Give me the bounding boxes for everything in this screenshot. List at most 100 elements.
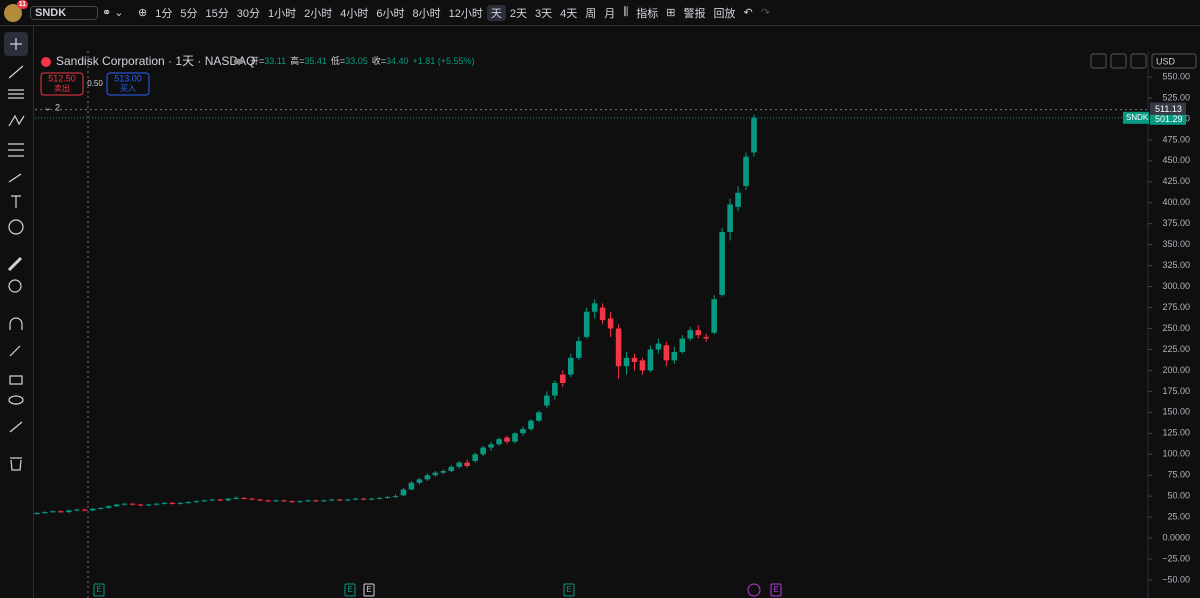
tool-zoom[interactable]	[8, 279, 22, 293]
tool-ruler[interactable]	[7, 256, 23, 272]
y-tick-label: 225.00	[1162, 344, 1190, 354]
candle-body	[536, 412, 542, 421]
candle-body	[448, 466, 455, 472]
tool-fib[interactable]	[8, 89, 24, 99]
y-tick-label: 300.00	[1162, 281, 1190, 291]
candle-body	[121, 503, 128, 505]
candle-body	[560, 374, 566, 383]
interval[interactable]: 5分	[180, 7, 198, 20]
candle-body	[137, 504, 144, 506]
candle-body	[631, 357, 638, 363]
compare[interactable]: ⚭ ⌄	[102, 7, 124, 19]
interval[interactable]: 6小时	[376, 7, 405, 20]
candle-body	[209, 499, 216, 501]
y-tick-label: 250.00	[1162, 323, 1190, 333]
top-toolbar: 11 SNDK ⚭ ⌄ ⊕ 1分 5分 15分 30分 1小时 2小时 4小时 6小时 8小时 1…	[0, 0, 1200, 26]
interval[interactable]: 4天	[560, 7, 578, 20]
candle-body	[623, 357, 630, 367]
interval[interactable]: 8小时	[412, 7, 441, 20]
interval[interactable]: 2天	[509, 7, 527, 20]
legend-low-label: 低=	[331, 55, 345, 66]
last-price-label: 501.29	[1155, 114, 1183, 124]
tool-lock-draw[interactable]	[9, 345, 21, 357]
chart-style[interactable]: ⫼	[623, 6, 629, 18]
candle-body	[583, 311, 590, 337]
candle-body	[161, 502, 168, 504]
candle-body	[74, 509, 80, 511]
indicators[interactable]: 指标	[636, 7, 659, 20]
candle-body	[408, 482, 415, 490]
tool-text[interactable]	[11, 195, 21, 208]
layouts[interactable]: ⊞	[666, 7, 676, 19]
candle-body	[257, 499, 263, 501]
scroll-up	[1090, 53, 1107, 69]
candle-body	[34, 512, 40, 514]
y-tick-label: 0.0000	[1162, 532, 1190, 542]
tool-lock[interactable]	[9, 375, 23, 385]
candle-body	[352, 498, 359, 500]
event-label: E	[773, 585, 778, 594]
event-label: E	[96, 585, 101, 594]
tool-pattern[interactable]	[8, 114, 25, 127]
interval[interactable]: 1小时	[267, 7, 297, 20]
currency-box	[1151, 53, 1197, 69]
candle-body	[751, 117, 757, 153]
candle-body	[512, 433, 518, 442]
candle-body	[520, 429, 526, 434]
interval[interactable]: 12小时	[448, 7, 483, 20]
tool-emoji[interactable]	[8, 219, 24, 235]
interval[interactable]: 天	[486, 4, 506, 21]
interval[interactable]: 周	[585, 7, 597, 20]
tool-line[interactable]	[8, 65, 24, 79]
candle-body	[360, 498, 367, 500]
candle-body	[297, 501, 303, 503]
replay[interactable]: 回放	[713, 7, 736, 20]
candle-body	[703, 336, 709, 339]
candle-body	[169, 502, 176, 504]
interval[interactable]: 4小时	[340, 7, 369, 20]
y-tick-label: 325.00	[1162, 260, 1190, 270]
legend-high: 35.41	[304, 56, 327, 66]
legend-open-label: 开=	[250, 56, 264, 66]
y-tick-label: 175.00	[1162, 386, 1190, 396]
avatar[interactable]: 11	[4, 0, 28, 22]
candle-body	[695, 330, 702, 336]
sell-button	[40, 72, 84, 96]
event-box	[93, 583, 105, 597]
candle-body	[496, 439, 502, 445]
tool-link[interactable]	[9, 421, 23, 433]
tool-forecast[interactable]	[8, 143, 24, 157]
candle-body	[305, 500, 311, 502]
candle-body	[655, 343, 662, 350]
interval[interactable]: 15分	[205, 7, 229, 20]
interval[interactable]: 3天	[534, 7, 553, 20]
tool-cross[interactable]	[10, 38, 22, 50]
event-box	[770, 583, 782, 597]
tool-magnet[interactable]	[9, 317, 23, 330]
symbol-search[interactable]: SNDK	[30, 5, 98, 20]
undo[interactable]: ↶	[743, 7, 753, 19]
candle-body	[671, 351, 678, 361]
candle-body	[289, 501, 295, 503]
candle-body	[743, 156, 749, 186]
alert[interactable]: 警报	[683, 7, 706, 20]
candle-body	[544, 395, 550, 406]
interval[interactable]: 月	[604, 7, 616, 20]
drawing-toolbar	[0, 26, 34, 598]
tool-trash[interactable]	[10, 457, 22, 471]
interval[interactable]: 2小时	[304, 7, 333, 20]
add-symbol[interactable]: ⊕	[138, 7, 148, 19]
interval[interactable]: 30分	[236, 7, 260, 20]
last-price-box	[1150, 114, 1186, 125]
candle-body	[185, 502, 192, 504]
currency: USD	[1156, 56, 1176, 66]
candle-body	[336, 499, 343, 501]
tool-brush[interactable]	[8, 173, 22, 183]
interval[interactable]: 1分	[155, 7, 173, 20]
candle-body	[719, 232, 725, 295]
y-tick-label: 425.00	[1162, 176, 1190, 186]
tool-eye[interactable]	[8, 395, 24, 405]
dividend-marker	[747, 583, 761, 597]
candle-body	[233, 497, 239, 499]
